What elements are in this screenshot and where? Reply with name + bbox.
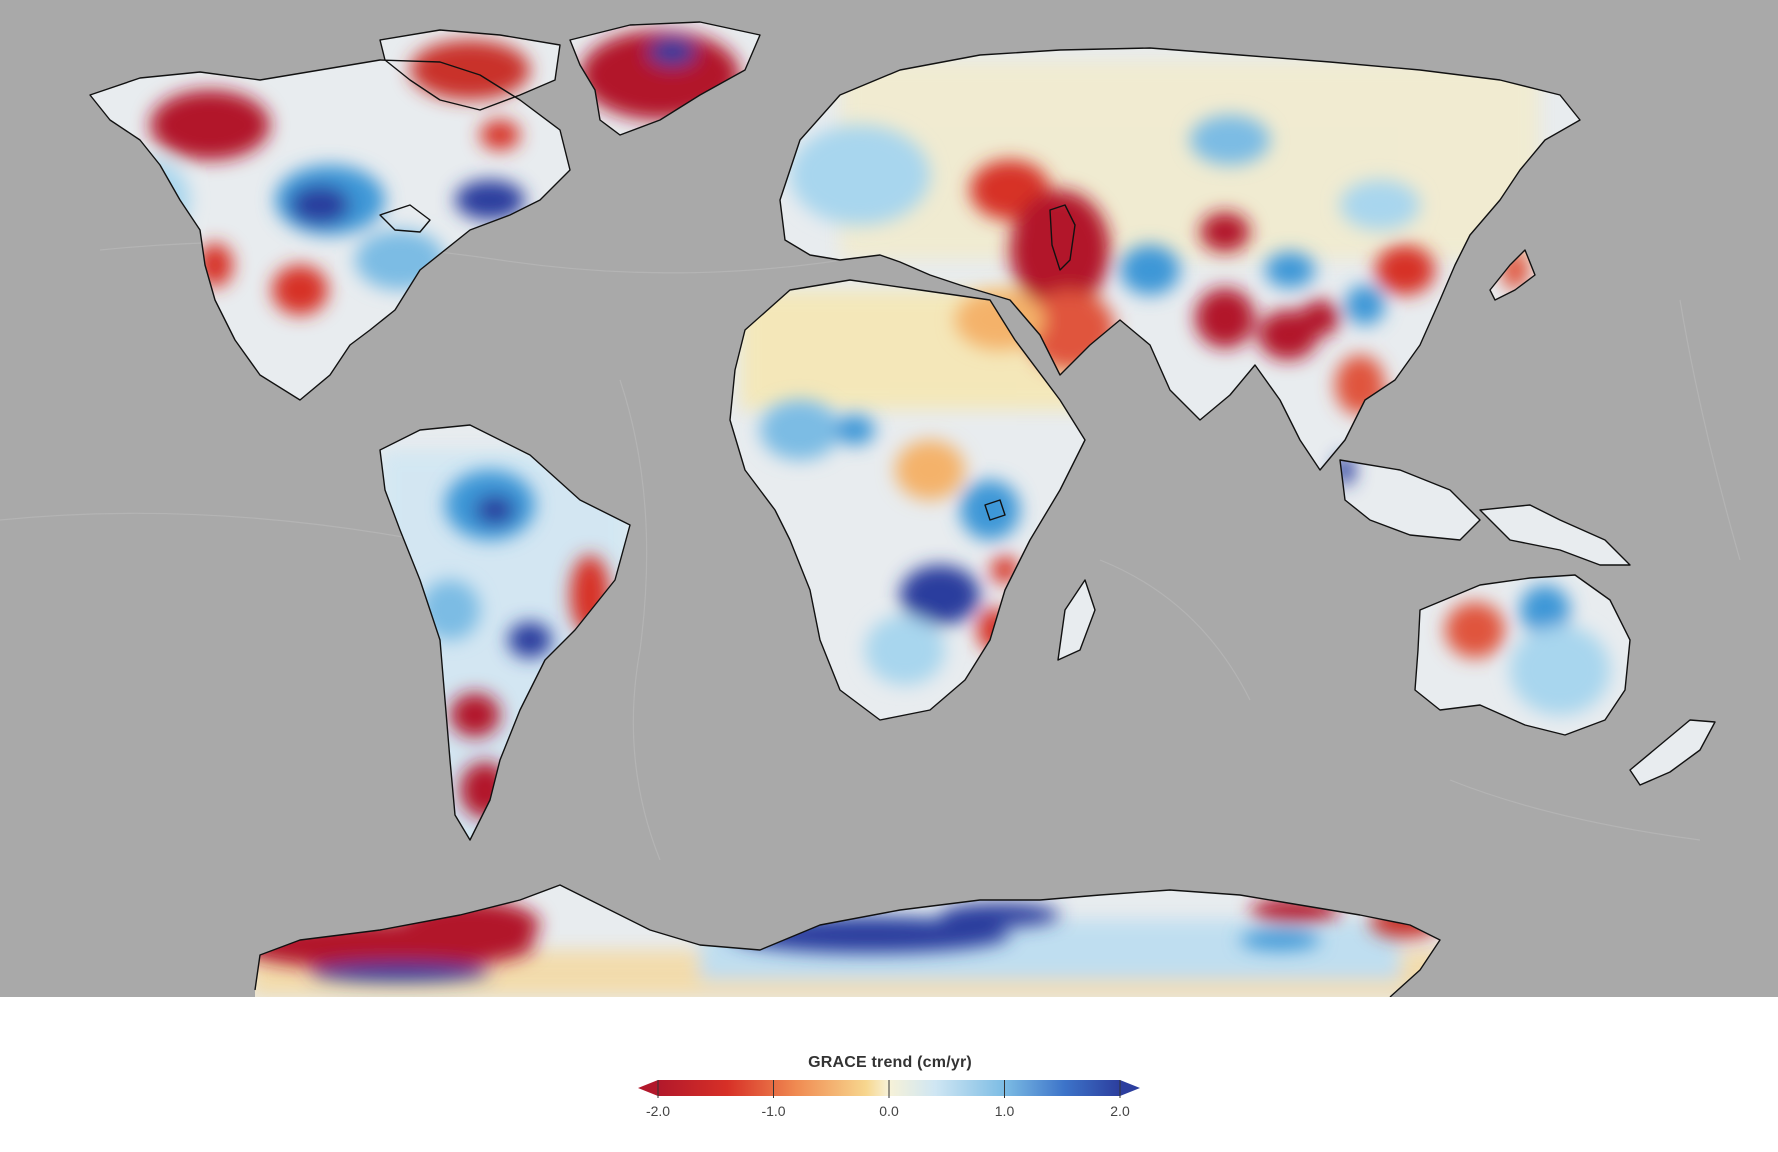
world-map (0, 0, 1778, 997)
scale-tick-label: 0.0 (879, 1103, 899, 1119)
legend-title: GRACE trend (cm/yr) (808, 1054, 972, 1071)
scale-tick-label: -2.0 (646, 1103, 670, 1119)
scale-ticks: -2.0 -1.0 0.0 1.0 2.0 (646, 1080, 1130, 1119)
scale-tick-label: -1.0 (761, 1103, 785, 1119)
legend: GRACE trend (cm/yr) -2.0 -1.0 0.0 1.0 2.0 (620, 1040, 1160, 1140)
over-range-arrow (1120, 1080, 1140, 1096)
scale-tick-label: 2.0 (1110, 1103, 1130, 1119)
coastlines (89, 21, 1716, 997)
color-scale: -2.0 -1.0 0.0 1.0 2.0 (638, 1080, 1140, 1119)
map-canvas (0, 21, 1741, 997)
scale-tick-label: 1.0 (995, 1103, 1015, 1119)
under-range-arrow (638, 1080, 658, 1096)
